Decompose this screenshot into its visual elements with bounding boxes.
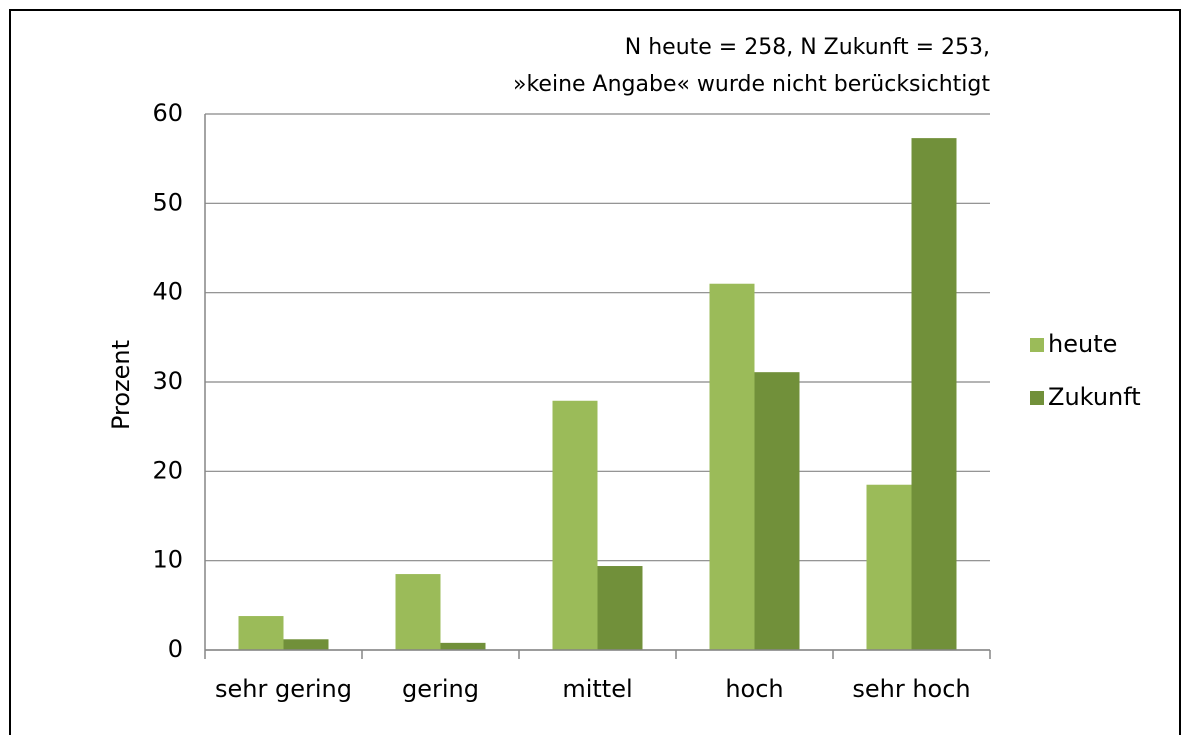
x-tick-label: hoch xyxy=(725,675,783,703)
bar xyxy=(597,566,643,650)
annotation: N heute = 258, N Zukunft = 253, xyxy=(625,35,990,60)
y-tick-label: 60 xyxy=(152,99,183,127)
x-tick-label: mittel xyxy=(562,675,632,703)
bar xyxy=(283,639,329,650)
legend-swatch xyxy=(1030,338,1044,352)
y-tick-label: 30 xyxy=(152,367,183,395)
bar xyxy=(238,616,284,650)
y-axis-label: Prozent xyxy=(107,340,135,430)
bar xyxy=(866,484,912,650)
annotation: »keine Angabe« wurde nicht berücksichtig… xyxy=(513,72,990,97)
bar xyxy=(709,283,755,650)
bar xyxy=(395,574,441,650)
x-tick-label: sehr hoch xyxy=(852,675,970,703)
bar xyxy=(911,138,957,650)
bar xyxy=(754,372,800,650)
bar xyxy=(552,400,598,650)
bar xyxy=(440,642,486,650)
legend-label: Zukunft xyxy=(1048,383,1141,411)
y-tick-label: 10 xyxy=(152,546,183,574)
y-tick-label: 20 xyxy=(152,456,183,484)
frame xyxy=(9,9,1181,735)
y-tick-label: 0 xyxy=(168,635,183,663)
y-tick-label: 40 xyxy=(152,278,183,306)
x-tick-label: gering xyxy=(402,675,479,703)
legend-label: heute xyxy=(1048,330,1117,358)
legend-swatch xyxy=(1030,391,1044,405)
y-tick-label: 50 xyxy=(152,188,183,216)
x-tick-label: sehr gering xyxy=(215,675,352,703)
